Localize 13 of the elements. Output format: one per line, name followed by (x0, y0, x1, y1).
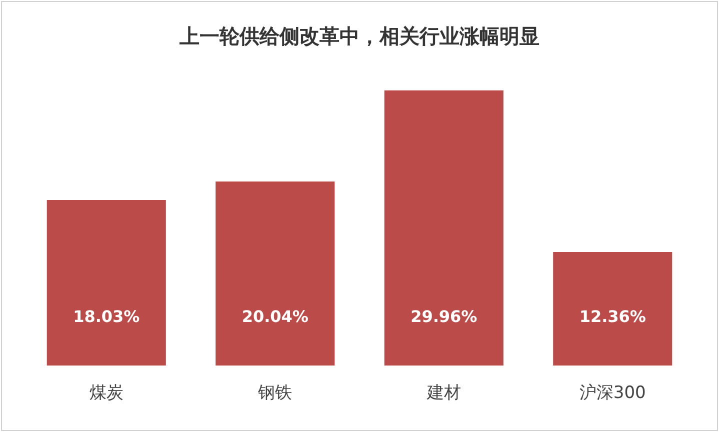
data-label: 29.96% (410, 306, 478, 326)
x-tick-label: 煤炭 (89, 383, 124, 404)
data-label: 18.03% (73, 306, 140, 326)
bar (384, 90, 504, 366)
bar (553, 252, 672, 366)
x-tick-label: 建材 (426, 383, 461, 404)
chart-title: 上一轮供给侧改革中，相关行业涨幅明显 (178, 24, 540, 48)
bar (216, 182, 335, 366)
x-tick-label: 沪深300 (579, 383, 646, 404)
data-label: 12.36% (579, 306, 646, 326)
data-label: 20.04% (242, 306, 308, 326)
bar (46, 200, 166, 366)
x-tick-label: 钢铁 (257, 383, 292, 404)
